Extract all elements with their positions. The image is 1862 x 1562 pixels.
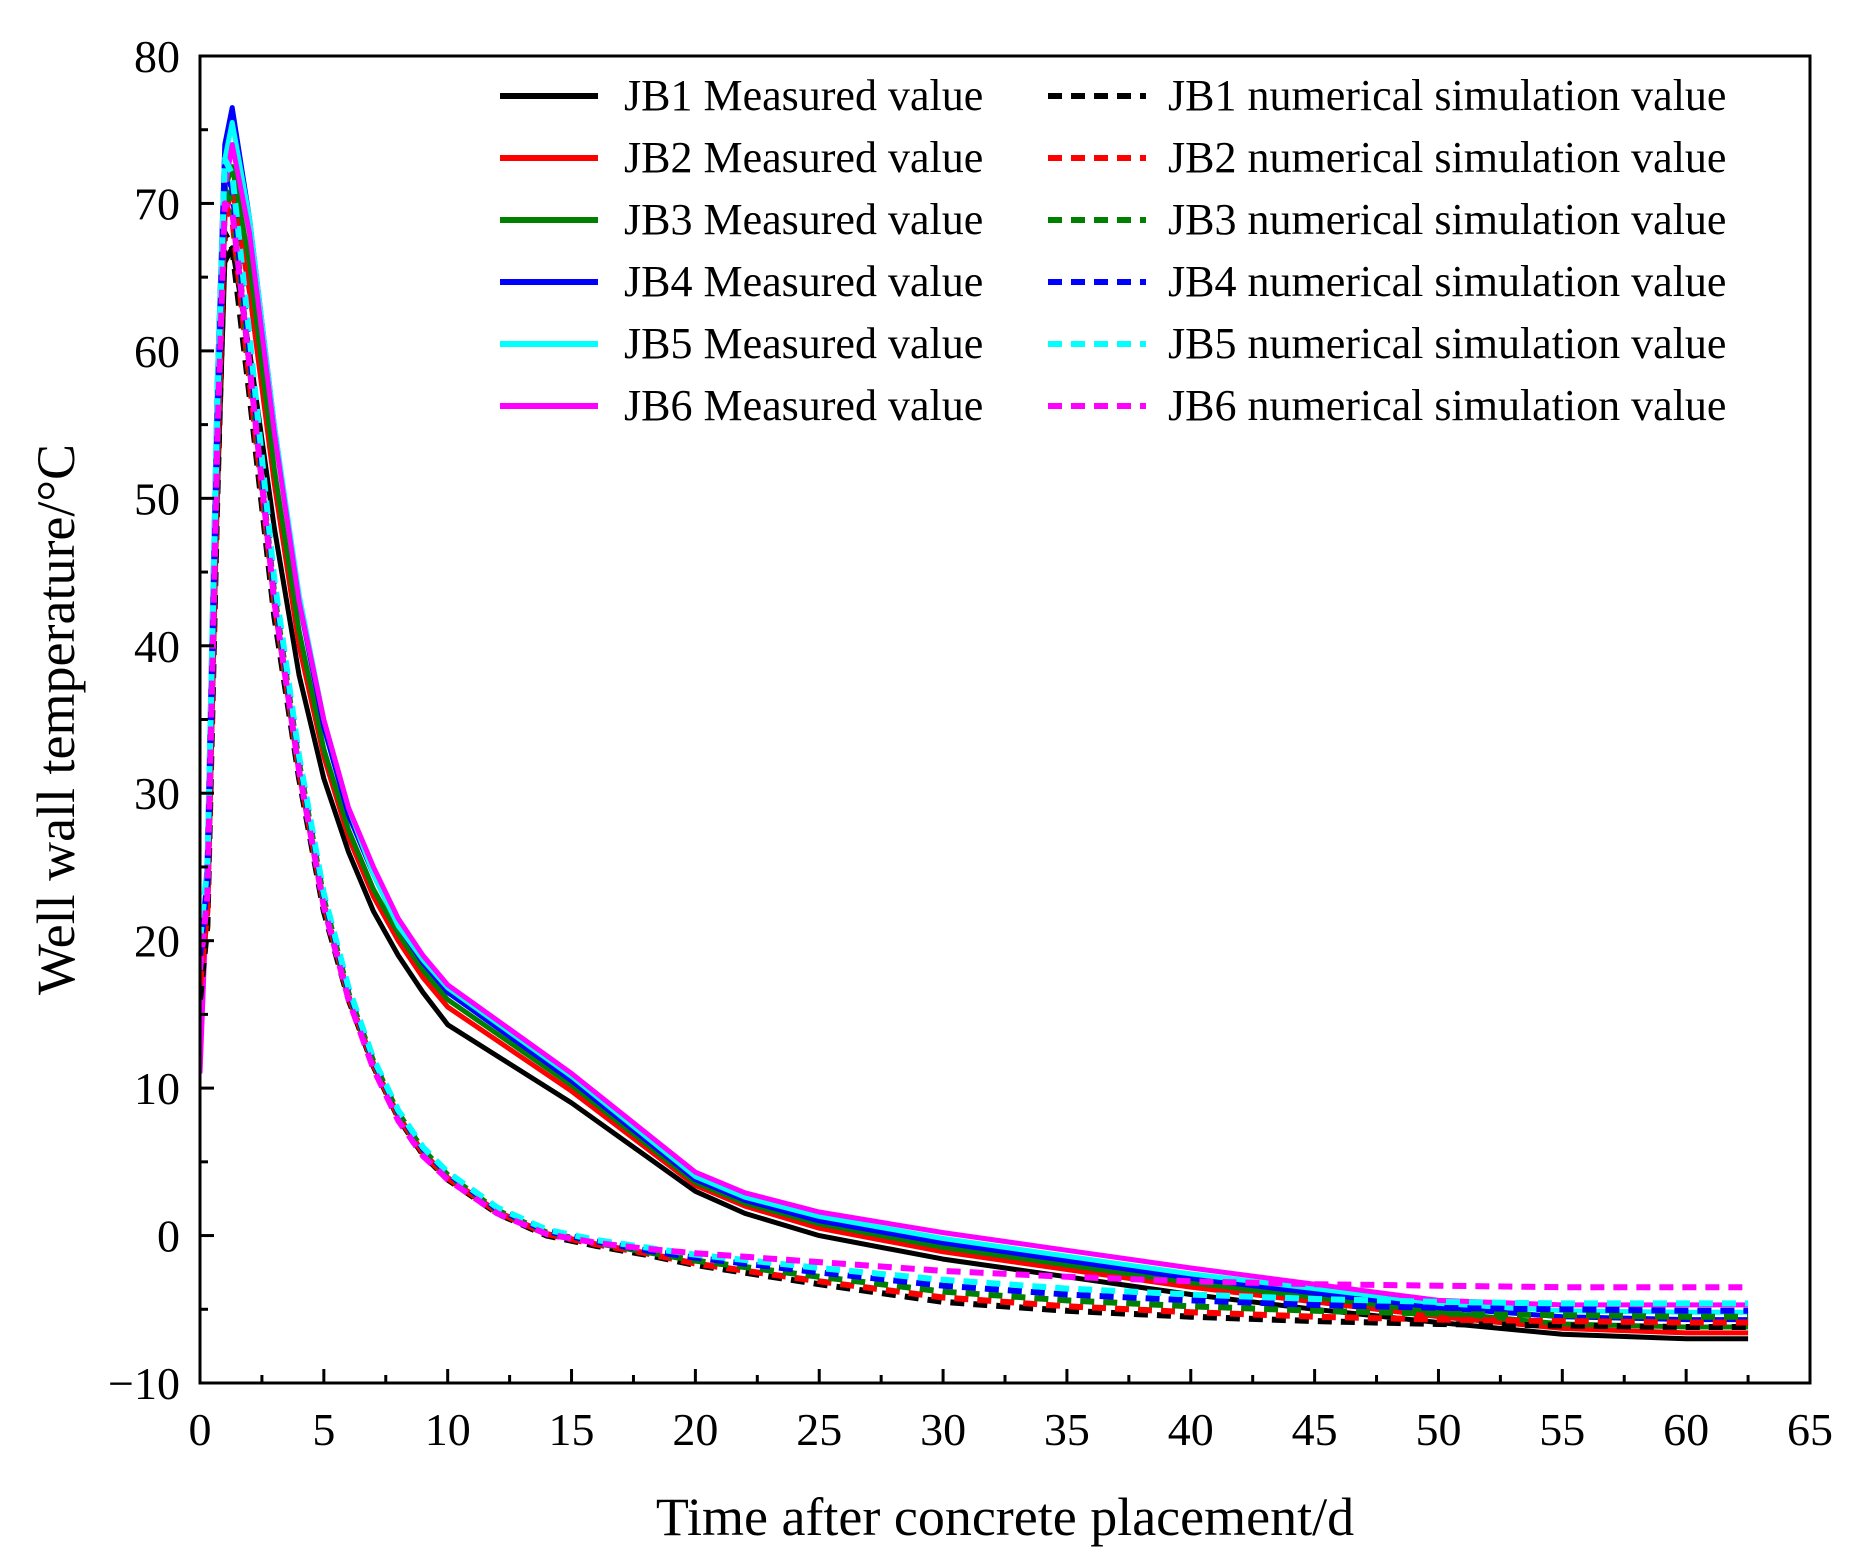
x-tick-label: 15 — [549, 1404, 595, 1455]
y-tick-label: 70 — [134, 178, 180, 229]
x-tick-label: 35 — [1044, 1404, 1090, 1455]
y-tick-label: 30 — [134, 768, 180, 819]
series-layer — [200, 105, 1749, 1342]
y-axis-title: Well wall temperature/°C — [26, 444, 86, 995]
legend-label: JB4 numerical simulation value — [1168, 257, 1726, 306]
series-line-jb5-numerical-simulation-value — [200, 156, 1749, 1307]
x-tick-label: 60 — [1663, 1404, 1709, 1455]
legend-label: JB5 Measured value — [624, 319, 983, 368]
series-line-jb2-numerical-simulation-value — [200, 200, 1749, 1326]
legend: JB1 Measured value JB2 Measured value JB3 … — [500, 71, 1726, 430]
legend-label: JB6 numerical simulation value — [1168, 381, 1726, 430]
x-tick-label: 20 — [672, 1404, 718, 1455]
x-tick-label: 0 — [189, 1404, 212, 1455]
x-tick-label: 45 — [1292, 1404, 1338, 1455]
legend-label: JB1 numerical simulation value — [1168, 71, 1726, 120]
x-tick-label: 5 — [312, 1404, 335, 1455]
y-tick-label: 0 — [157, 1211, 180, 1262]
x-tick-label: 10 — [425, 1404, 471, 1455]
x-tick-label: 30 — [920, 1404, 966, 1455]
y-tick-label: 40 — [134, 621, 180, 672]
x-tick-label: 50 — [1415, 1404, 1461, 1455]
y-tick-label: 10 — [134, 1063, 180, 1114]
y-tick-label: −10 — [108, 1358, 180, 1409]
series-line-jb6-numerical-simulation-value — [200, 200, 1749, 1291]
legend-label: JB3 Measured value — [624, 195, 983, 244]
legend-label: JB5 numerical simulation value — [1168, 319, 1726, 368]
y-tick-label: 20 — [134, 916, 180, 967]
x-tick-label: 55 — [1539, 1404, 1585, 1455]
legend-label: JB3 numerical simulation value — [1168, 195, 1726, 244]
y-tick-label: 50 — [134, 473, 180, 524]
tick-layer: 0 5 10 15 20 25 30 35 40 45 50 55 60 65−1001020304050… — [108, 31, 1833, 1455]
x-tick-label: 40 — [1168, 1404, 1214, 1455]
legend-label: JB6 Measured value — [624, 381, 983, 430]
legend-label: JB2 numerical simulation value — [1168, 133, 1726, 182]
x-tick-label: 65 — [1787, 1404, 1833, 1455]
legend-label: JB1 Measured value — [624, 71, 983, 120]
legend-label: JB4 Measured value — [624, 257, 983, 306]
y-tick-label: 80 — [134, 31, 180, 82]
x-tick-label: 25 — [796, 1404, 842, 1455]
legend-label: JB2 Measured value — [624, 133, 983, 182]
y-tick-label: 60 — [134, 326, 180, 377]
x-axis-title: Time after concrete placement/d — [656, 1487, 1354, 1547]
